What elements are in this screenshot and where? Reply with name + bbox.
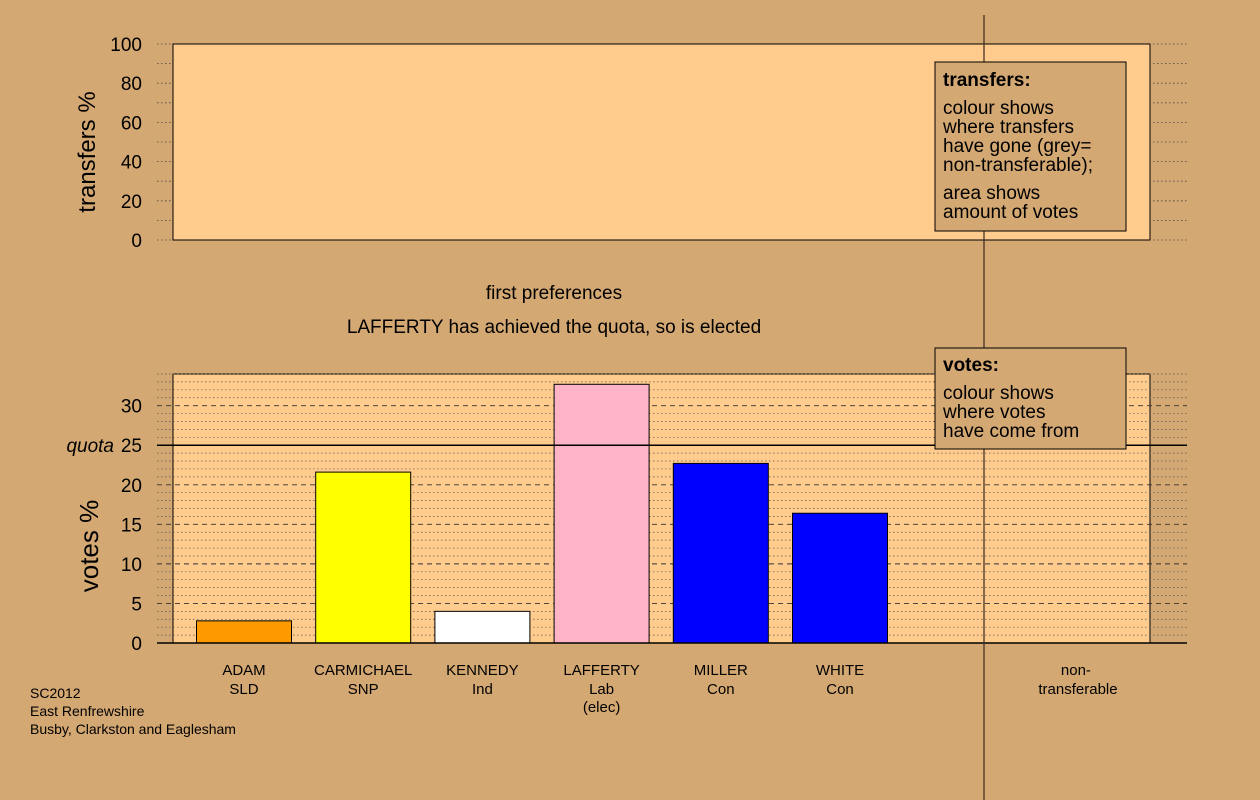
stage-message: LAFFERTY has achieved the quota, so is e… xyxy=(347,317,761,338)
transfers-legend-title: transfers: xyxy=(943,70,1031,91)
votes-y-tick-label: 20 xyxy=(121,476,142,497)
votes-y-axis-label: votes % xyxy=(74,500,104,593)
quota-label: quota xyxy=(66,436,114,457)
bar-carmichael xyxy=(315,471,412,644)
transfers-y-ticks: 0 20 40 60 80 100 xyxy=(110,35,142,252)
non-transferable-label-line1: non- xyxy=(1061,662,1091,679)
bar-lafferty xyxy=(553,383,650,644)
votes-legend: votes: colour shows where votes have com… xyxy=(934,347,1127,450)
non-transferable-label: non- transferable xyxy=(1038,662,1117,698)
transfers-y-tick-label: 0 xyxy=(131,231,142,252)
transfers-legend-text-1: colour shows where transfers have gone (… xyxy=(942,98,1097,176)
transfers-y-tick-label: 80 xyxy=(121,74,142,95)
footer-line-1: SC2012 xyxy=(30,685,81,701)
votes-y-tick-label: 15 xyxy=(121,515,142,536)
votes-legend-box xyxy=(934,347,1127,450)
candidate-name-carmichael: CARMICHAEL xyxy=(314,662,412,679)
votes-legend-title: votes: xyxy=(943,355,999,376)
votes-y-tick-label: 25 xyxy=(121,436,142,457)
candidate-name-kennedy: KENNEDY xyxy=(446,662,519,679)
candidate-labels: ADAM SLD CARMICHAEL SNP KENNEDY Ind LAFFERTY La… xyxy=(222,662,864,716)
candidate-party-kennedy: Ind xyxy=(472,681,493,698)
candidate-name-lafferty: LAFFERTY xyxy=(563,662,639,679)
votes-y-tick-label: 10 xyxy=(121,555,142,576)
candidate-party-white: Con xyxy=(826,681,854,698)
candidate-note-lafferty: (elec) xyxy=(583,699,621,716)
candidate-party-miller: Con xyxy=(707,681,735,698)
footer-text: SC2012 East Renfrewshire Busby, Clarksto… xyxy=(30,685,236,737)
transfers-y-tick-label: 40 xyxy=(121,153,142,174)
bar-miller xyxy=(672,462,769,644)
candidate-name-white: WHITE xyxy=(816,662,864,679)
votes-y-tick-label: 5 xyxy=(131,594,142,615)
votes-bars xyxy=(196,383,888,644)
footer-line-2: East Renfrewshire xyxy=(30,703,145,719)
candidate-party-lafferty: Lab xyxy=(589,681,614,698)
candidate-name-miller: MILLER xyxy=(694,662,748,679)
candidate-party-carmichael: SNP xyxy=(348,681,379,698)
votes-y-tick-label: 0 xyxy=(131,634,142,655)
bar-adam xyxy=(196,620,292,644)
transfers-y-axis-label: transfers % xyxy=(74,91,101,212)
votes-y-tick-label: 30 xyxy=(121,397,142,418)
transfers-y-tick-label: 60 xyxy=(121,113,142,134)
transfers-legend-box xyxy=(934,61,1127,232)
candidate-name-adam: ADAM xyxy=(222,662,265,679)
transfers-y-tick-label: 20 xyxy=(121,192,142,213)
bar-kennedy xyxy=(434,610,531,644)
transfers-legend-text-2: area shows amount of votes xyxy=(943,183,1078,223)
votes-legend-text: colour shows where votes have come from xyxy=(942,383,1079,442)
bar-white xyxy=(792,512,888,644)
transfers-y-tick-label: 100 xyxy=(110,35,142,56)
non-transferable-label-line2: transferable xyxy=(1038,681,1117,698)
footer-line-3: Busby, Clarkston and Eaglesham xyxy=(30,721,236,737)
transfers-legend: transfers: colour shows where transfers … xyxy=(934,61,1127,232)
candidate-party-adam: SLD xyxy=(229,681,258,698)
votes-y-ticks: 0 5 10 15 20 25 30 xyxy=(121,397,142,655)
stage-title: first preferences xyxy=(486,283,622,304)
